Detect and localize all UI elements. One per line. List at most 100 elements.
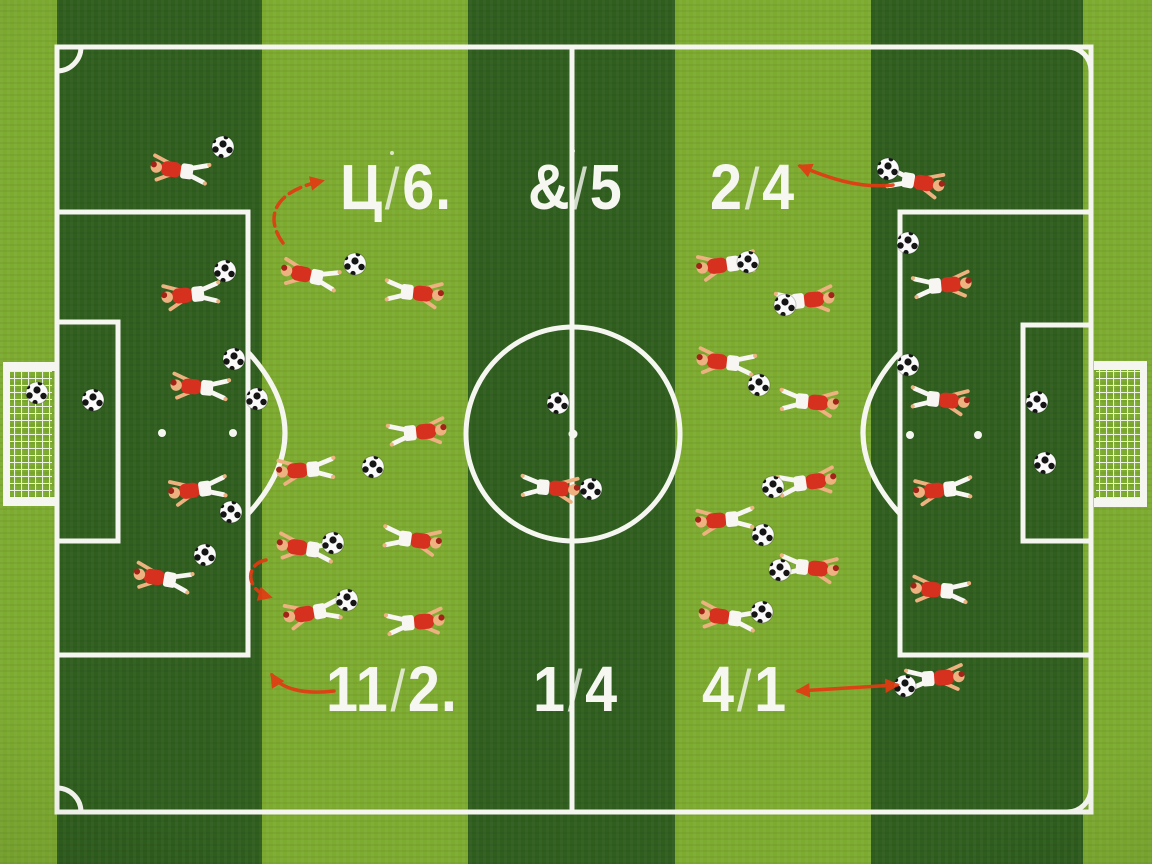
penalty-spot — [158, 429, 166, 437]
player-foot — [185, 590, 190, 595]
player-shirt — [178, 482, 200, 499]
player-foot — [384, 297, 389, 302]
soccer-ball — [876, 157, 900, 181]
count-label-numerator: & — [528, 151, 571, 223]
player-red — [170, 371, 232, 402]
player-foot — [383, 613, 389, 618]
player-shirt — [413, 613, 435, 630]
soccer-ball — [773, 293, 797, 317]
count-label-denominator: 5 — [589, 151, 623, 223]
player-foot — [216, 299, 221, 304]
player-shorts — [901, 172, 916, 189]
player-shorts — [312, 603, 327, 620]
player-shorts — [306, 461, 320, 478]
soccer-ball — [896, 231, 920, 255]
slash: / — [384, 157, 401, 222]
count-label-numerator: Ц — [340, 151, 383, 223]
player-shirt — [143, 568, 165, 586]
penalty-spot — [906, 431, 914, 439]
count-label-numerator: 4 — [702, 653, 735, 725]
soccer-ball — [751, 523, 775, 547]
player-shirt — [933, 669, 955, 686]
goal-frame-bar — [1094, 361, 1147, 370]
player-foot — [750, 628, 755, 633]
penalty-arc-right — [860, 350, 902, 516]
player-shorts — [726, 255, 740, 272]
center-spot — [568, 429, 578, 439]
count-label-denominator: 4 — [762, 151, 796, 223]
player-shorts — [795, 559, 809, 575]
player-hair — [910, 582, 917, 589]
player-foot — [383, 524, 388, 529]
player-foot — [331, 455, 336, 460]
player-foot — [202, 181, 207, 186]
arrows-layer — [249, 163, 900, 698]
player-shirt — [706, 353, 728, 370]
player-hair — [698, 608, 705, 615]
penalty-spot — [229, 429, 237, 437]
player-red — [779, 387, 839, 418]
player-foot — [910, 404, 915, 409]
player-shirt — [293, 605, 315, 623]
soccer-ball — [335, 588, 359, 612]
player-hair — [150, 161, 157, 168]
count-label-top-right: 2/4 — [710, 155, 795, 220]
movement-arrow — [795, 678, 900, 698]
player-foot — [780, 493, 785, 498]
player-hair — [276, 539, 283, 546]
player-hair — [828, 292, 835, 299]
soccer-ball — [211, 135, 235, 159]
corner-arc — [56, 46, 84, 74]
count-label-bottom-center: 1/4 — [533, 657, 618, 722]
player-red — [910, 574, 972, 605]
penalty-arc-left — [246, 350, 288, 516]
player-shorts — [795, 393, 809, 410]
player-shorts — [403, 425, 417, 441]
player-hair — [276, 466, 283, 473]
corner-arc — [1066, 787, 1094, 815]
player-red — [910, 385, 970, 417]
player-red — [150, 153, 212, 186]
player-shirt — [805, 473, 827, 490]
player-foot — [223, 396, 228, 402]
player-shirt — [286, 462, 308, 479]
count-label-bottom-left: 11/2. — [326, 657, 458, 722]
player-red — [910, 269, 972, 300]
soccer-ball — [343, 252, 367, 276]
player-shirt — [803, 291, 825, 308]
player-shorts — [191, 286, 205, 302]
player-hair — [696, 354, 703, 361]
soccer-ball — [896, 353, 920, 377]
player-foot — [963, 599, 968, 605]
goal-frame-bar — [3, 497, 55, 506]
player-foot — [910, 276, 916, 281]
player-foot — [331, 288, 336, 293]
player-hair — [281, 264, 288, 271]
player-shirt — [913, 174, 935, 192]
goal-frame-bar — [3, 362, 10, 506]
count-label-top-left: Ц/6. — [340, 155, 452, 220]
player-hair — [283, 611, 290, 618]
player-shorts — [928, 277, 942, 294]
count-label-numerator: 1 — [533, 653, 566, 725]
player-foot — [226, 378, 232, 383]
balls-layer — [25, 135, 1057, 698]
player-hair — [573, 484, 580, 491]
player-shorts — [725, 511, 739, 528]
player-red — [520, 473, 580, 504]
player-red — [775, 465, 837, 498]
player-shorts — [536, 479, 550, 496]
player-hair — [168, 487, 175, 494]
player-foot — [385, 423, 390, 428]
player-red — [698, 600, 760, 633]
player-red — [696, 346, 758, 377]
player-foot — [222, 474, 227, 479]
player-shorts — [728, 610, 742, 627]
player-shorts — [180, 163, 194, 180]
player-shirt — [807, 394, 829, 411]
soccer-ball — [768, 558, 792, 582]
slash: / — [390, 659, 407, 724]
player-foot — [338, 615, 343, 620]
player-hair — [958, 670, 965, 678]
